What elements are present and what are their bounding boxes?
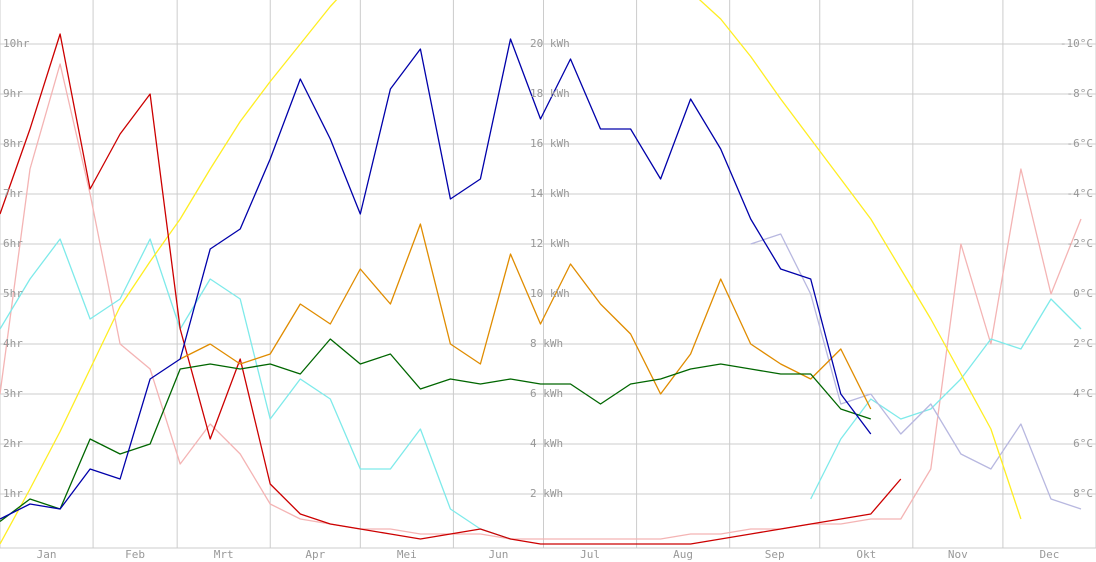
y-tick-label: 6°C <box>1073 437 1093 450</box>
y-tick-label: 20 kWh <box>530 37 570 50</box>
y-tick-label: 1hr <box>3 487 23 500</box>
y-tick-label: 10 kWh <box>530 287 570 300</box>
y-tick-label: 8 kWh <box>530 337 563 350</box>
y-tick-label: 16 kWh <box>530 137 570 150</box>
y-tick-label: 2hr <box>3 437 23 450</box>
y-tick-label: 6 kWh <box>530 387 563 400</box>
plot-area <box>0 0 1082 545</box>
y-tick-label: 10hr <box>3 37 30 50</box>
x-tick-label: Jun <box>489 548 509 561</box>
x-tick-label: Jan <box>37 548 57 561</box>
x-tick-label: Feb <box>125 548 145 561</box>
x-tick-label: Apr <box>305 548 325 561</box>
x-tick-label: Mrt <box>214 548 234 561</box>
data-line <box>0 338 872 523</box>
y-tick-label: 12 kWh <box>530 237 570 250</box>
y-tick-label: -6°C <box>1067 137 1094 150</box>
y-tick-label: 3hr <box>3 387 23 400</box>
data-line <box>0 38 872 520</box>
grid <box>0 0 1096 549</box>
y-tick-label: -4°C <box>1067 187 1094 200</box>
y-tick-label: -10°C <box>1060 37 1093 50</box>
data-line <box>0 33 902 545</box>
y-tick-label: 14 kWh <box>530 187 570 200</box>
y-tick-label: -2°C <box>1067 237 1094 250</box>
data-line <box>179 223 872 410</box>
data-line <box>0 0 1022 545</box>
x-tick-label: Aug <box>673 548 693 561</box>
y-tick-label: 4°C <box>1073 387 1093 400</box>
x-tick-label: Mei <box>397 548 417 561</box>
y-tick-label: 9hr <box>3 87 23 100</box>
y-tick-label: -8°C <box>1067 87 1094 100</box>
y-tick-label: 8°C <box>1073 487 1093 500</box>
x-tick-label: Okt <box>856 548 876 561</box>
y-tick-label: 2 kWh <box>530 487 563 500</box>
y-tick-label: 18 kWh <box>530 87 570 100</box>
y-tick-label: 7hr <box>3 187 23 200</box>
x-tick-label: Dec <box>1040 548 1060 561</box>
y-tick-label: 8hr <box>3 137 23 150</box>
y-tick-label: 6hr <box>3 237 23 250</box>
x-tick-label: Sep <box>765 548 785 561</box>
data-line <box>0 63 1082 540</box>
y-tick-label: 4hr <box>3 337 23 350</box>
x-tick-label: Jul <box>580 548 600 561</box>
y-tick-label: 5hr <box>3 287 23 300</box>
x-tick-label: Nov <box>948 548 968 561</box>
y-tick-label: 2°C <box>1073 337 1093 350</box>
data-line <box>750 233 1082 510</box>
y-tick-label: 4 kWh <box>530 437 563 450</box>
y-tick-label: 0°C <box>1073 287 1093 300</box>
axis-labels: Jan Feb Mrt Apr Mei Jun Jul Aug Sep Okt Nov Dec 1hr 2… <box>3 37 1093 561</box>
